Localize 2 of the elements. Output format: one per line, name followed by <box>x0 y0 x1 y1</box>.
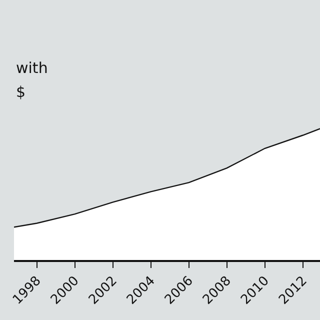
text: with <box>16 59 48 77</box>
text: $ <box>16 83 26 101</box>
